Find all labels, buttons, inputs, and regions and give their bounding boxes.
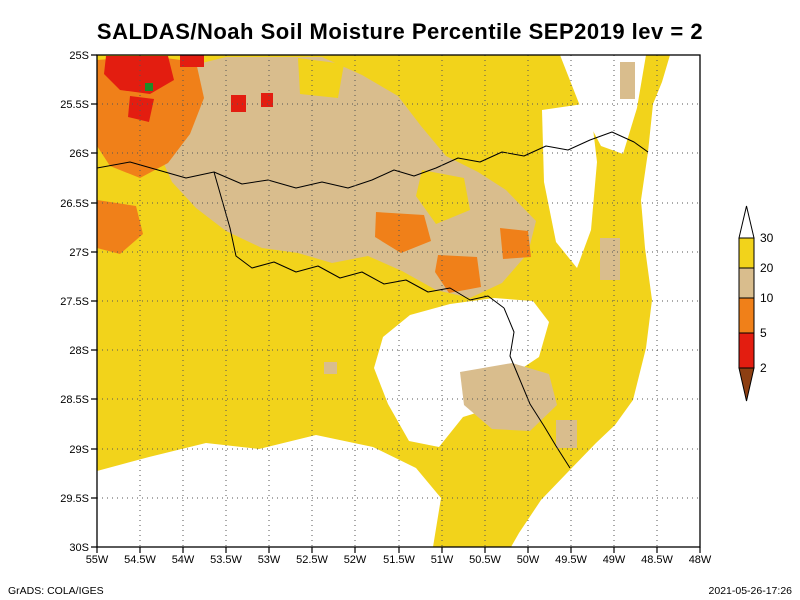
colorbar-segment-30 — [738, 237, 755, 269]
lon-label: 50.5W — [469, 554, 501, 566]
colorbar-segment-5 — [738, 332, 755, 369]
lat-label: 26S — [69, 148, 89, 160]
page-title: SALDAS/Noah Soil Moisture Percentile SEP… — [97, 19, 703, 44]
lon-label: 49W — [603, 554, 626, 566]
lat-label: 26.5S — [60, 198, 89, 210]
map-region-yellow-hole-1 — [298, 58, 344, 98]
lat-label: 28.5S — [60, 394, 89, 406]
boundary-southeast — [503, 307, 571, 469]
colorbar-label: 2 — [760, 361, 767, 375]
colorbar-arrow-bottom — [738, 367, 755, 402]
map-region-red-top-edge — [180, 55, 204, 67]
lon-label: 51W — [431, 554, 454, 566]
lat-label: 28S — [69, 345, 89, 357]
lon-label: 53W — [258, 554, 281, 566]
boundary-north — [97, 131, 649, 189]
map-region-green-speck — [145, 83, 153, 91]
colorbar-segment-20 — [738, 267, 755, 299]
map-region-tan-north — [150, 57, 536, 298]
lat-label: 30S — [69, 542, 89, 554]
map-region-red-speck-2 — [261, 93, 273, 107]
lon-label: 54W — [172, 554, 195, 566]
colorbar-label: 5 — [760, 326, 767, 340]
colorbar-label: 10 — [760, 291, 774, 305]
state-boundaries — [97, 131, 649, 469]
lat-label: 27S — [69, 247, 89, 259]
latitude-axis: 25S 25.5S 26S 26.5S 27S 27.5S 28S 28.5S … — [60, 50, 89, 554]
lat-label: 27.5S — [60, 296, 89, 308]
map-region-white-east — [542, 103, 597, 268]
longitude-axis: 55W 54.5W 54W 53.5W 53W 52.5W 52W 51.5W … — [86, 554, 712, 566]
map-region-red-northwest-2 — [128, 96, 154, 122]
lon-label: 53.5W — [210, 554, 242, 566]
graticule — [97, 55, 700, 547]
grads-credit: GrADS: COLA/IGES — [8, 585, 104, 597]
lon-label: 51.5W — [383, 554, 415, 566]
map-region-orange-central-3 — [500, 228, 531, 259]
colorbar: 30 20 10 5 2 — [738, 205, 774, 402]
colorbar-label: 30 — [760, 231, 774, 245]
map-region-yellow-hole-2 — [416, 170, 470, 224]
lon-label: 55W — [86, 554, 109, 566]
map-region-tan-ne-speck — [620, 62, 635, 99]
lon-label: 52W — [344, 554, 367, 566]
lon-label: 48.5W — [641, 554, 673, 566]
lon-label: 52.5W — [296, 554, 328, 566]
lat-label: 25.5S — [60, 99, 89, 111]
lon-label: 48W — [689, 554, 712, 566]
map-region-tan-coast — [600, 238, 620, 280]
lon-label: 54.5W — [124, 554, 156, 566]
lat-label: 29.5S — [60, 493, 89, 505]
map-region-tan-southeast-2 — [556, 420, 577, 448]
left-axis-ticks — [91, 54, 97, 548]
map-region-red-speck-1 — [231, 95, 246, 112]
boundary-middle — [213, 171, 505, 309]
map-region-orange-central-1 — [375, 212, 431, 253]
bottom-axis-ticks — [96, 547, 701, 553]
timestamp: 2021-05-26-17:26 — [709, 585, 793, 597]
map-region-orange-west — [97, 200, 143, 254]
colorbar-segment-10 — [738, 297, 755, 334]
lat-label: 25S — [69, 50, 89, 62]
colorbar-label: 20 — [760, 261, 774, 275]
lon-label: 50W — [517, 554, 540, 566]
map-region-orange-central-2 — [435, 255, 481, 293]
map-region-red-northwest-1 — [104, 56, 174, 94]
map-regions — [97, 55, 700, 547]
colorbar-arrow-top — [738, 205, 755, 239]
map-region-tan-southeast — [460, 363, 557, 431]
lon-label: 49.5W — [555, 554, 587, 566]
map-region-tan-dot-south — [324, 362, 337, 374]
lat-label: 29S — [69, 444, 89, 456]
